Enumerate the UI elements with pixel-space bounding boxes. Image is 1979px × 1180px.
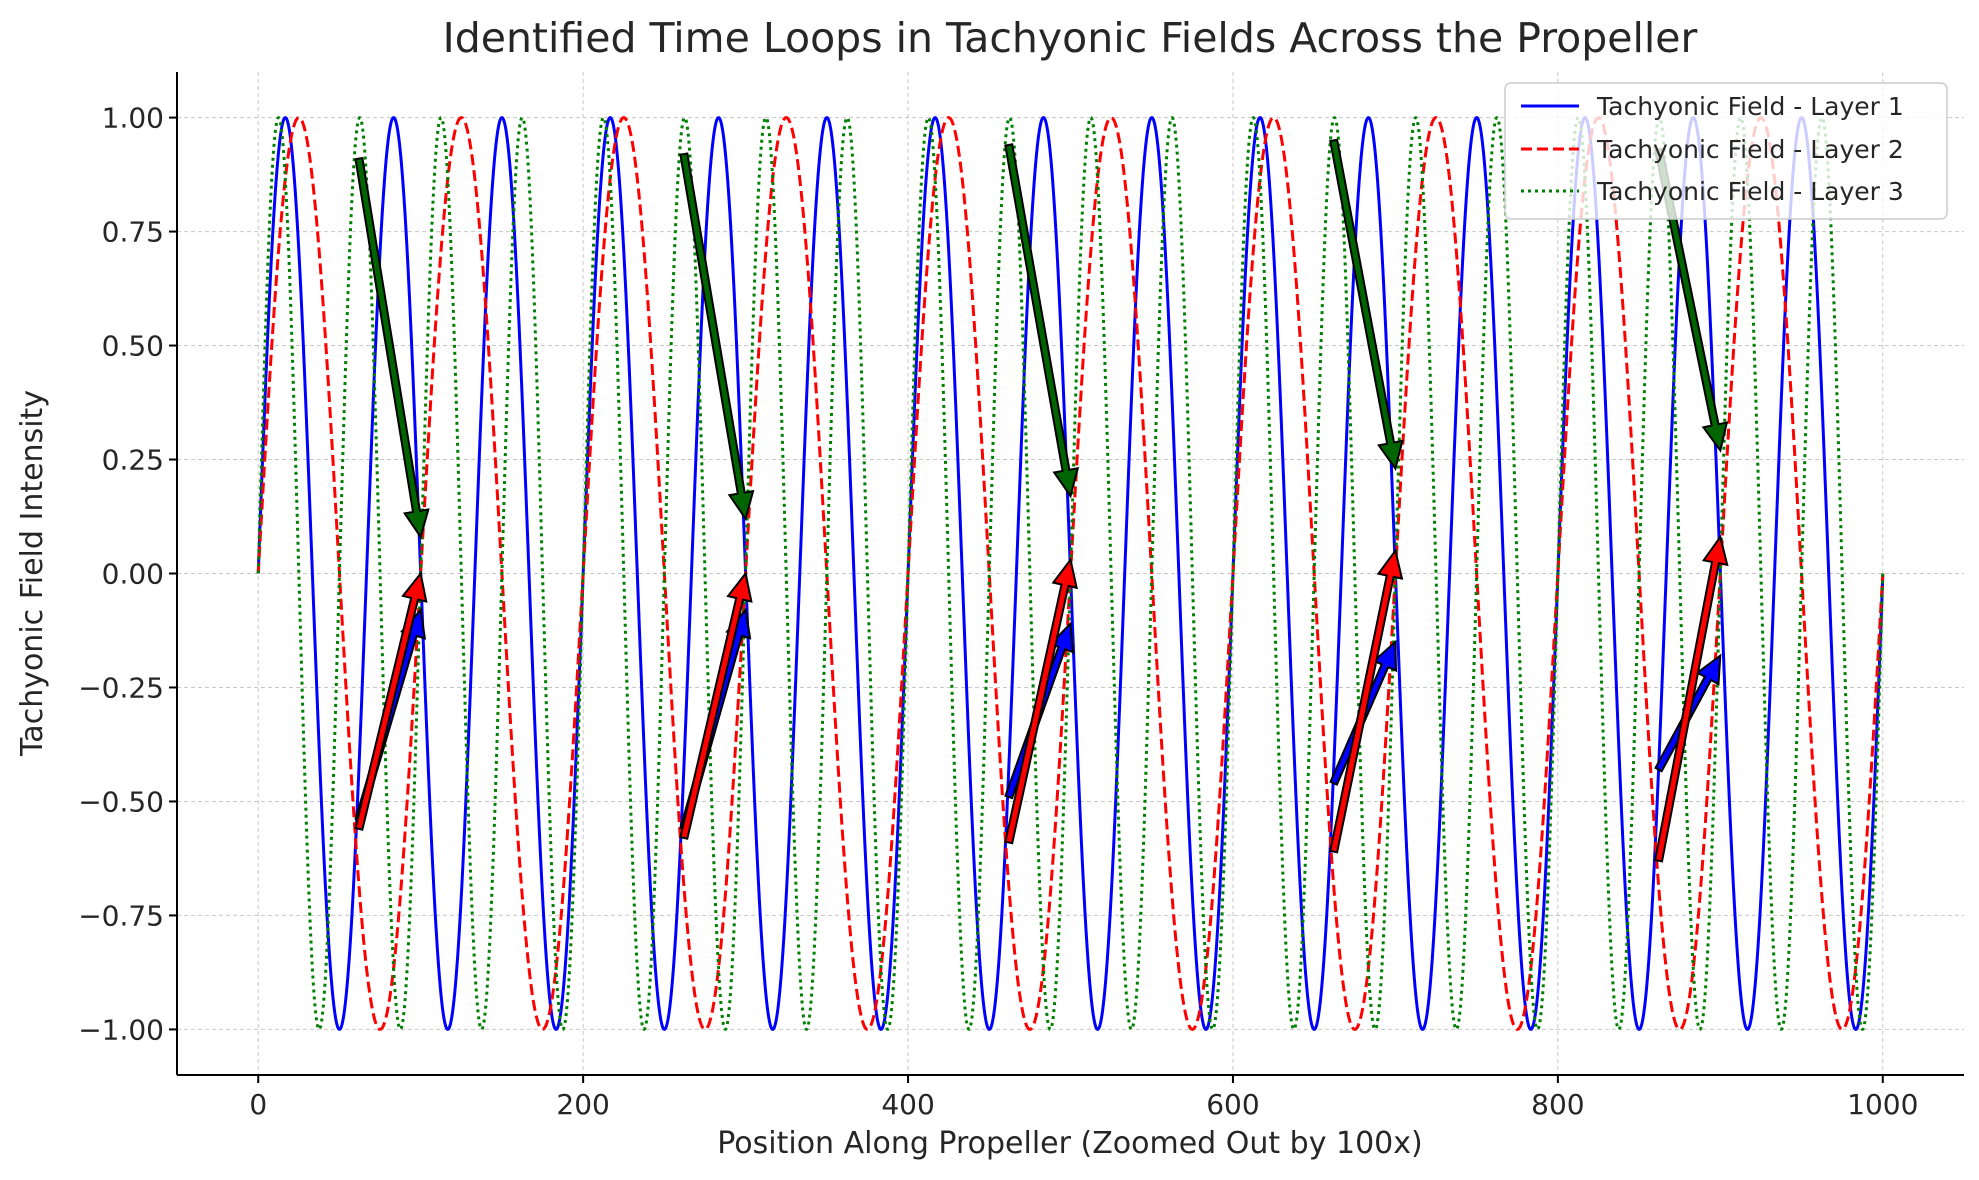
x-tick-label-0: 0 bbox=[249, 1088, 267, 1121]
legend-label-layer-3: Tachyonic Field - Layer 3 bbox=[1596, 177, 1904, 206]
x-tick-label-1: 200 bbox=[556, 1088, 609, 1121]
x-tick-label-5: 1000 bbox=[1847, 1088, 1918, 1121]
annotation-arrow-15 bbox=[1653, 534, 1729, 863]
annotation-arrow-1 bbox=[354, 156, 430, 540]
x-tick-label-4: 800 bbox=[1531, 1088, 1584, 1121]
y-tick-label-1: 0.75 bbox=[102, 216, 164, 249]
x-axis-label: Position Along Propeller (Zoomed Out by … bbox=[717, 1126, 1422, 1161]
legend-label-layer-1: Tachyonic Field - Layer 1 bbox=[1596, 92, 1904, 121]
legend: Tachyonic Field - Layer 1 Tachyonic Fiel… bbox=[1504, 82, 1948, 220]
annotation-arrow-9 bbox=[1004, 557, 1078, 845]
legend-label-layer-2: Tachyonic Field - Layer 2 bbox=[1596, 135, 1904, 164]
legend-frame bbox=[1504, 82, 1948, 220]
x-tick-label-2: 400 bbox=[881, 1088, 934, 1121]
annotation-arrow-4 bbox=[679, 152, 755, 522]
y-tick-label-0: 1.00 bbox=[102, 102, 164, 135]
annotation-arrow-12 bbox=[1329, 548, 1404, 854]
y-tick-label-8: −1.00 bbox=[78, 1013, 164, 1046]
annotation-arrow-6 bbox=[679, 571, 753, 840]
y-tick-label-6: −0.50 bbox=[78, 785, 164, 818]
annotation-arrow-3 bbox=[354, 571, 428, 831]
chart-title: Identified Time Loops in Tachyonic Field… bbox=[443, 14, 1698, 62]
annotation-arrow-10 bbox=[1329, 138, 1404, 471]
x-tick-label-3: 600 bbox=[1206, 1088, 1259, 1121]
y-tick-label-4: 0.00 bbox=[102, 558, 164, 591]
annotation-arrow-7 bbox=[1004, 143, 1080, 499]
tick-labels: 0 200 400 600 800 1000 1.00 0.75 0.50 0.25 0.00 −0.… bbox=[78, 102, 1918, 1121]
y-tick-label-5: −0.25 bbox=[78, 671, 164, 704]
y-tick-label-2: 0.50 bbox=[102, 330, 164, 363]
y-tick-label-3: 0.25 bbox=[102, 444, 164, 477]
y-axis-label: Tachyonic Field Intensity bbox=[15, 390, 50, 757]
series-line-3 bbox=[256, 116, 1885, 1031]
annotation-arrows bbox=[354, 138, 1729, 863]
y-tick-label-7: −0.75 bbox=[78, 899, 164, 932]
